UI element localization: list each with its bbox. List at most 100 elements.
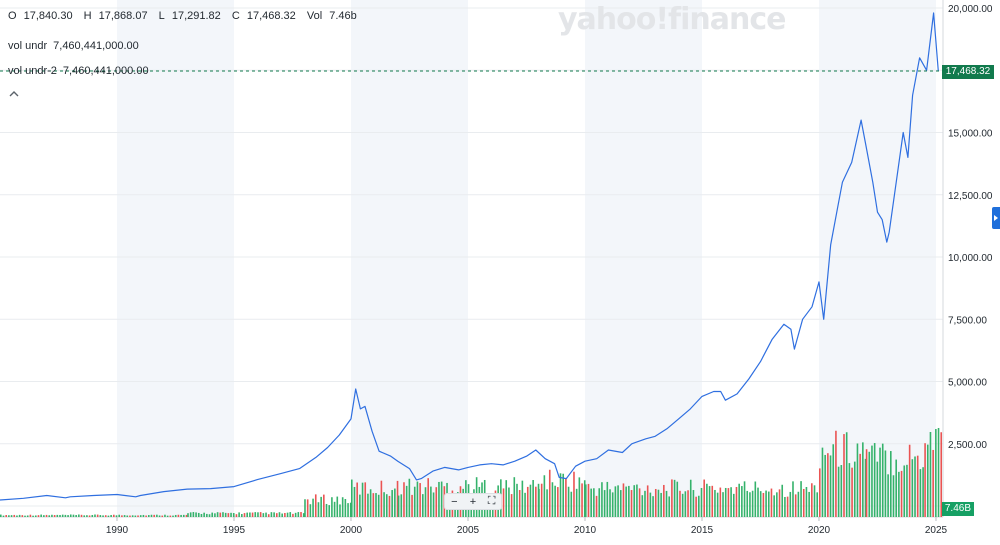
volume-bar xyxy=(2,515,5,517)
volume-bar xyxy=(868,451,871,517)
volume-bar xyxy=(641,495,644,517)
volume-bar xyxy=(430,486,432,517)
volume-bar xyxy=(789,491,792,517)
volume-bar xyxy=(765,490,767,517)
chevron-up-icon[interactable] xyxy=(9,86,19,100)
volume-bar xyxy=(684,491,687,517)
volume-bar xyxy=(372,493,375,517)
reset-zoom-button[interactable]: ⛶ xyxy=(487,495,496,507)
volume-bar xyxy=(840,465,843,517)
volume-bar xyxy=(732,493,735,517)
volume-bar xyxy=(646,485,649,517)
volume-bar xyxy=(660,492,662,517)
expand-panel-handle[interactable] xyxy=(992,207,1000,229)
volume-bar xyxy=(153,514,155,517)
volume-bar xyxy=(408,478,411,517)
volume-bar xyxy=(873,443,876,517)
volume-bar xyxy=(754,481,757,517)
volume-bar xyxy=(559,473,562,517)
volume-bar xyxy=(738,483,740,517)
volume-bar xyxy=(735,486,738,517)
vol-undr-label: vol undr xyxy=(8,40,48,52)
vol-undr-2-value: 7,460,441,000.00 xyxy=(62,65,149,77)
volume-bar xyxy=(695,496,697,517)
volume-bar xyxy=(665,490,668,517)
volume-bar xyxy=(284,512,286,517)
volume-bar xyxy=(792,481,794,517)
zoom-in-button[interactable]: + xyxy=(469,495,477,508)
volume-bar xyxy=(361,482,364,517)
volume-bar xyxy=(227,513,230,517)
volume-bar xyxy=(532,480,534,517)
volume-bar xyxy=(118,514,121,517)
volume-bar xyxy=(292,513,294,517)
volume-bar xyxy=(914,456,916,517)
volume-bar xyxy=(601,482,603,517)
volume-bar xyxy=(832,444,835,517)
volume-bar xyxy=(80,514,83,517)
volume-bar xyxy=(96,514,99,517)
volume-bar xyxy=(134,515,137,517)
y-tick-label: 15,000.00 xyxy=(948,129,993,140)
volume-bar xyxy=(578,477,581,517)
volume-bar xyxy=(526,486,529,517)
volume-bar xyxy=(333,501,336,517)
volume-bar xyxy=(884,450,887,517)
year-band xyxy=(350,0,468,516)
volume-bar xyxy=(856,443,859,517)
volume-bar xyxy=(400,494,403,517)
volume-bar xyxy=(304,499,306,517)
volume-bar xyxy=(548,469,551,517)
vol-undr-indicator[interactable]: vol undr 7,460,441,000.00 xyxy=(8,40,139,52)
volume-bar xyxy=(827,453,829,517)
volume-bar xyxy=(131,515,134,517)
volume-bar xyxy=(254,512,257,517)
volume-bar xyxy=(776,492,778,517)
volume-bar xyxy=(416,481,419,517)
volume-bar xyxy=(794,494,797,517)
volume-bar xyxy=(829,455,832,517)
volume-bar xyxy=(573,471,575,517)
volume-bar xyxy=(524,492,526,517)
volume-bar xyxy=(189,512,192,517)
vol-undr-2-label: vol undr-2 xyxy=(8,65,57,77)
volume-bar xyxy=(238,512,240,517)
volume-bar xyxy=(185,514,188,517)
volume-bar xyxy=(232,513,235,517)
volume-bar xyxy=(906,464,908,517)
volume-bar xyxy=(104,515,107,517)
volume-bar xyxy=(671,479,673,517)
volume-bar xyxy=(802,488,805,517)
zoom-out-button[interactable]: − xyxy=(451,495,458,508)
volume-bar xyxy=(636,484,638,517)
volume-bar xyxy=(922,467,924,517)
volume-bar xyxy=(786,496,789,517)
volume-bar xyxy=(281,513,283,517)
volume-bar xyxy=(344,498,347,517)
volume-bar xyxy=(192,512,195,517)
volume-bar xyxy=(706,483,708,517)
volume-bar xyxy=(818,468,821,517)
volume-bar xyxy=(214,513,216,517)
volume-bar xyxy=(148,515,150,517)
y-tick-label: 5,000.00 xyxy=(948,378,987,389)
volume-bar xyxy=(34,515,37,517)
volume-bar xyxy=(719,487,722,517)
volume-bar xyxy=(180,514,182,517)
volume-bar xyxy=(309,504,312,517)
volume-bar xyxy=(350,479,353,517)
volume-bar xyxy=(397,495,400,517)
volume-bar xyxy=(767,491,770,517)
volume-bar xyxy=(219,512,222,517)
high-label: H 17,868.07 xyxy=(83,10,148,22)
volume-bar xyxy=(0,514,2,517)
volume-bar xyxy=(115,515,118,517)
volume-bar xyxy=(821,447,824,517)
volume-bar xyxy=(657,489,660,517)
volume-bar xyxy=(107,515,110,517)
volume-bar xyxy=(557,487,559,517)
vol-undr-2-indicator[interactable]: vol undr-2 7,460,441,000.00 xyxy=(8,65,149,77)
volume-bar xyxy=(797,491,800,517)
volume-bar xyxy=(859,453,861,517)
